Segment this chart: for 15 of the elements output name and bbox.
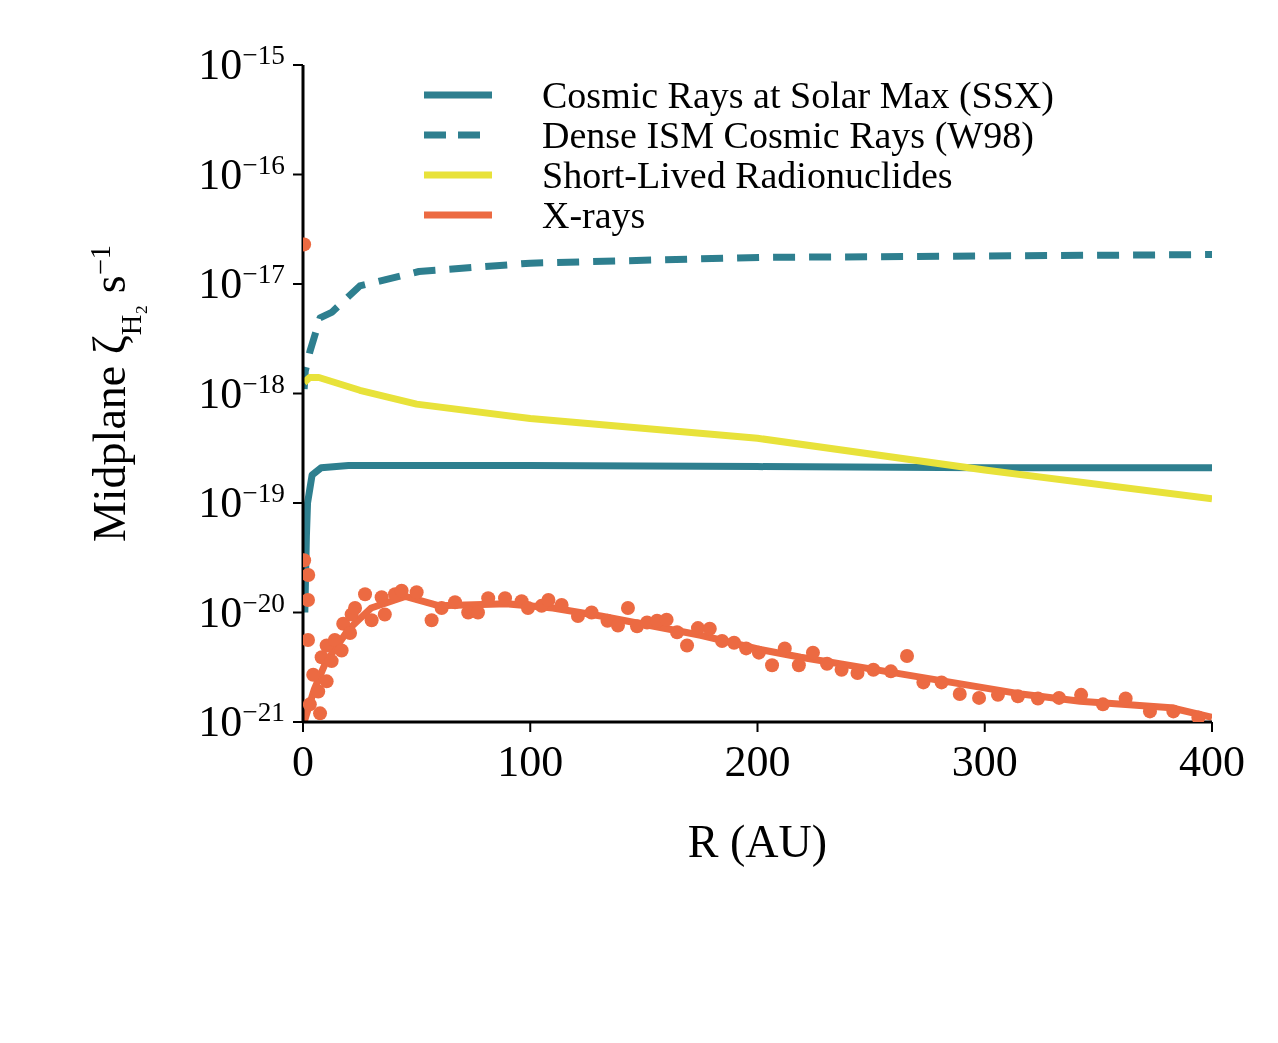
legend-label: Cosmic Rays at Solar Max (SSX)	[542, 74, 1054, 116]
x-tick-label: 300	[951, 737, 1018, 786]
x-axis-title: R (AU)	[687, 816, 828, 867]
legend-label: X-rays	[542, 194, 646, 236]
y-tick-label: 10$^{−16}$	[198, 149, 285, 199]
y-tick-label: 10$^{−21}$	[198, 697, 285, 746]
y-tick-label: 10$^{−17}$	[198, 259, 285, 308]
y-tick-label: 10$^{−19}$	[198, 478, 285, 527]
x-tick-label: 400	[1179, 737, 1245, 786]
x-tick-label: 100	[497, 737, 564, 786]
y-tick-label: 10$^{−15}$	[198, 40, 285, 89]
x-tick-label: 0	[292, 737, 314, 786]
y-tick-label: 10$^{−18}$	[198, 368, 285, 418]
x-tick-label: 200	[724, 737, 791, 786]
y-tick-label: 10$^{−20}$	[198, 587, 285, 637]
